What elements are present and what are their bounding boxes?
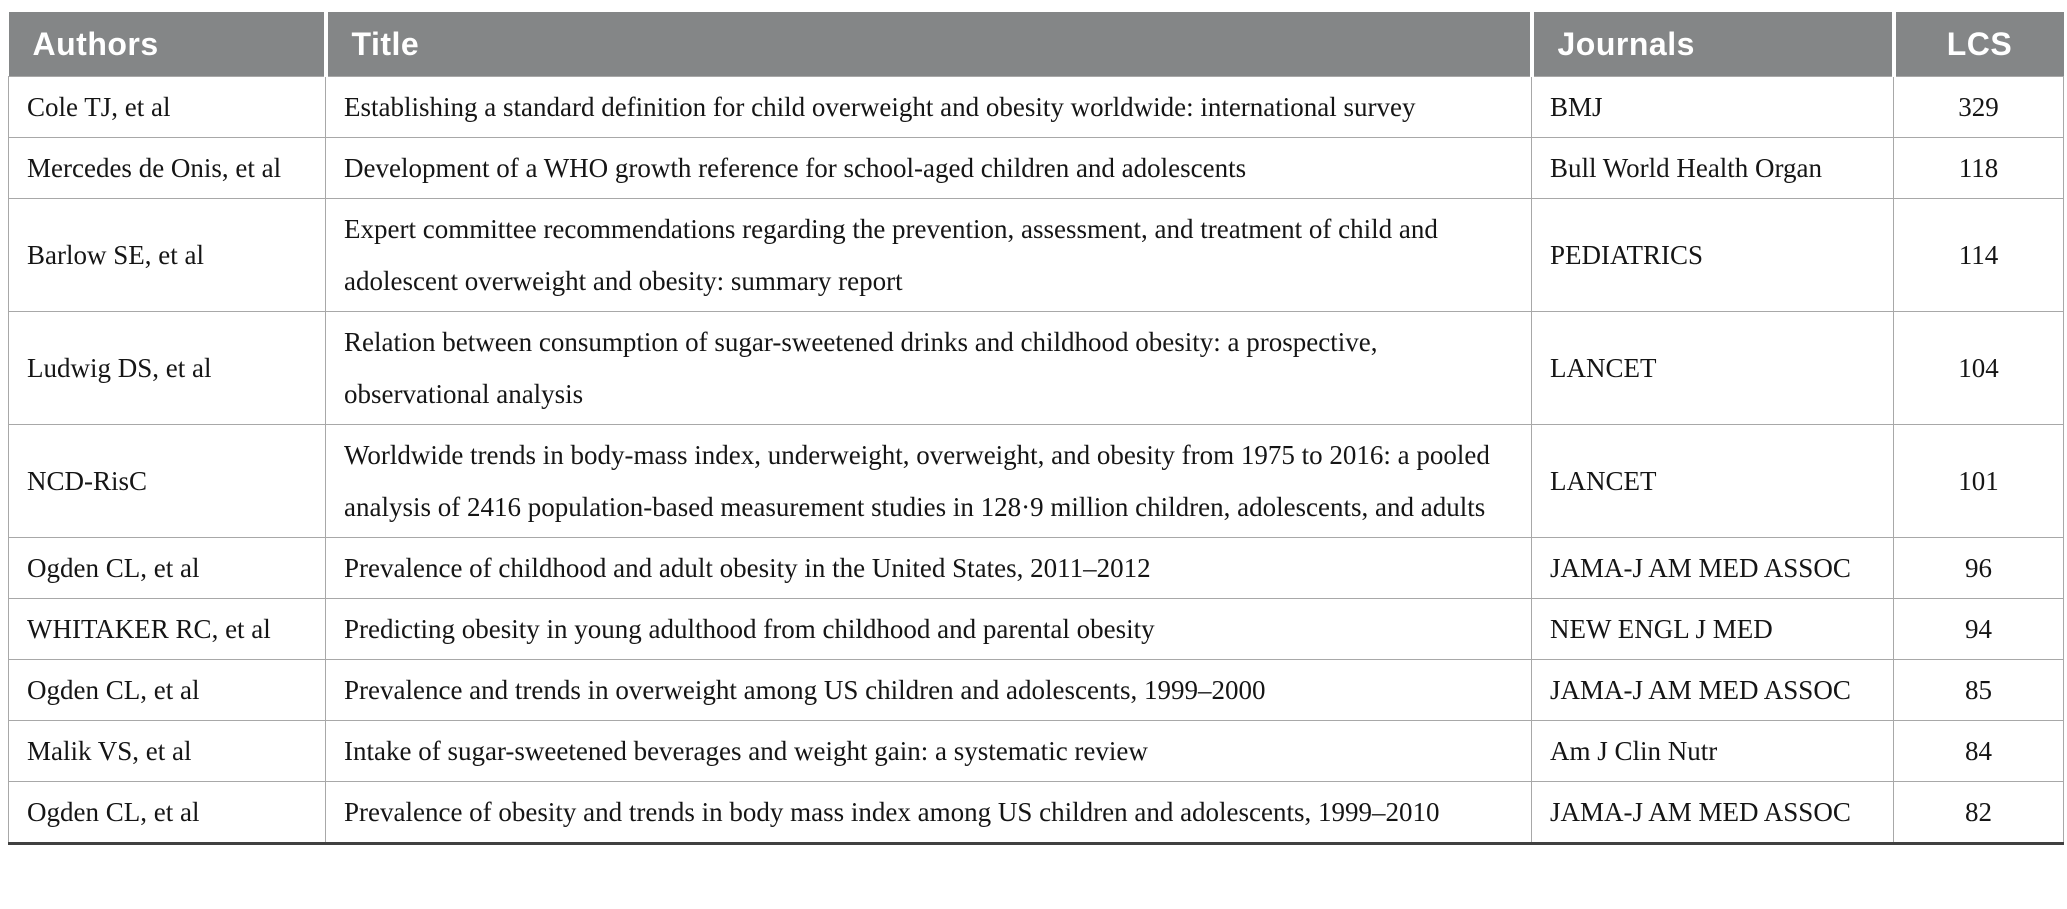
cell-journal: Am J Clin Nutr xyxy=(1531,720,1894,782)
cell-authors: Ogden CL, et al xyxy=(8,659,326,721)
column-header-lcs: LCS xyxy=(1891,12,2064,77)
table-row: Ogden CL, et al Prevalence and trends in… xyxy=(8,659,2064,721)
cell-title: Predicting obesity in young adulthood fr… xyxy=(325,598,1532,660)
table-header: Authors Title Journals LCS xyxy=(8,12,2064,77)
cell-authors: Ogden CL, et al xyxy=(8,537,326,599)
cell-authors: WHITAKER RC, et al xyxy=(8,598,326,660)
cell-lcs: 82 xyxy=(1893,781,2064,845)
table-body: Cole TJ, et al Establishing a standard d… xyxy=(8,76,2064,845)
cell-journal: JAMA-J AM MED ASSOC xyxy=(1531,537,1894,599)
cell-authors: Barlow SE, et al xyxy=(8,198,326,312)
cell-journal: Bull World Health Organ xyxy=(1531,137,1894,199)
column-header-title: Title xyxy=(323,12,1532,77)
cell-lcs: 114 xyxy=(1893,198,2064,312)
header-row: Authors Title Journals LCS xyxy=(8,12,2064,77)
table-row: Barlow SE, et al Expert committee recomm… xyxy=(8,198,2064,312)
table-row: WHITAKER RC, et al Predicting obesity in… xyxy=(8,598,2064,660)
cell-title: Establishing a standard definition for c… xyxy=(325,76,1532,138)
cell-journal: JAMA-J AM MED ASSOC xyxy=(1531,659,1894,721)
cell-title: Prevalence of obesity and trends in body… xyxy=(325,781,1532,845)
cell-authors: Mercedes de Onis, et al xyxy=(8,137,326,199)
cell-authors: Malik VS, et al xyxy=(8,720,326,782)
cell-journal: LANCET xyxy=(1531,424,1894,538)
cell-authors: Cole TJ, et al xyxy=(8,76,326,138)
table-row: Cole TJ, et al Establishing a standard d… xyxy=(8,76,2064,138)
table-row: Ludwig DS, et al Relation between consum… xyxy=(8,311,2064,425)
column-header-authors: Authors xyxy=(8,12,326,77)
cell-title: Relation between consumption of sugar-sw… xyxy=(325,311,1532,425)
cell-lcs: 94 xyxy=(1893,598,2064,660)
cell-lcs: 104 xyxy=(1893,311,2064,425)
cell-title: Worldwide trends in body-mass index, und… xyxy=(325,424,1532,538)
cell-title: Expert committee recommendations regardi… xyxy=(325,198,1532,312)
cell-lcs: 96 xyxy=(1893,537,2064,599)
column-header-journals: Journals xyxy=(1529,12,1894,77)
cell-lcs: 84 xyxy=(1893,720,2064,782)
cell-lcs: 101 xyxy=(1893,424,2064,538)
cell-title: Intake of sugar-sweetened beverages and … xyxy=(325,720,1532,782)
cell-journal: JAMA-J AM MED ASSOC xyxy=(1531,781,1894,845)
table-row: Mercedes de Onis, et al Development of a… xyxy=(8,137,2064,199)
cell-journal: PEDIATRICS xyxy=(1531,198,1894,312)
cell-journal: NEW ENGL J MED xyxy=(1531,598,1894,660)
table-row: Malik VS, et al Intake of sugar-sweetene… xyxy=(8,720,2064,782)
table-row: Ogden CL, et al Prevalence of childhood … xyxy=(8,537,2064,599)
cell-title: Prevalence of childhood and adult obesit… xyxy=(325,537,1532,599)
cell-journal: LANCET xyxy=(1531,311,1894,425)
cell-title: Development of a WHO growth reference fo… xyxy=(325,137,1532,199)
cell-lcs: 118 xyxy=(1893,137,2064,199)
cell-lcs: 85 xyxy=(1893,659,2064,721)
table-row: Ogden CL, et al Prevalence of obesity an… xyxy=(8,781,2064,845)
table-row: NCD-RisC Worldwide trends in body-mass i… xyxy=(8,424,2064,538)
cell-authors: Ogden CL, et al xyxy=(8,781,326,845)
cell-authors: NCD-RisC xyxy=(8,424,326,538)
cell-journal: BMJ xyxy=(1531,76,1894,138)
citations-table: Authors Title Journals LCS Cole TJ, et a… xyxy=(8,12,2064,845)
cell-lcs: 329 xyxy=(1893,76,2064,138)
cell-title: Prevalence and trends in overweight amon… xyxy=(325,659,1532,721)
cell-authors: Ludwig DS, et al xyxy=(8,311,326,425)
